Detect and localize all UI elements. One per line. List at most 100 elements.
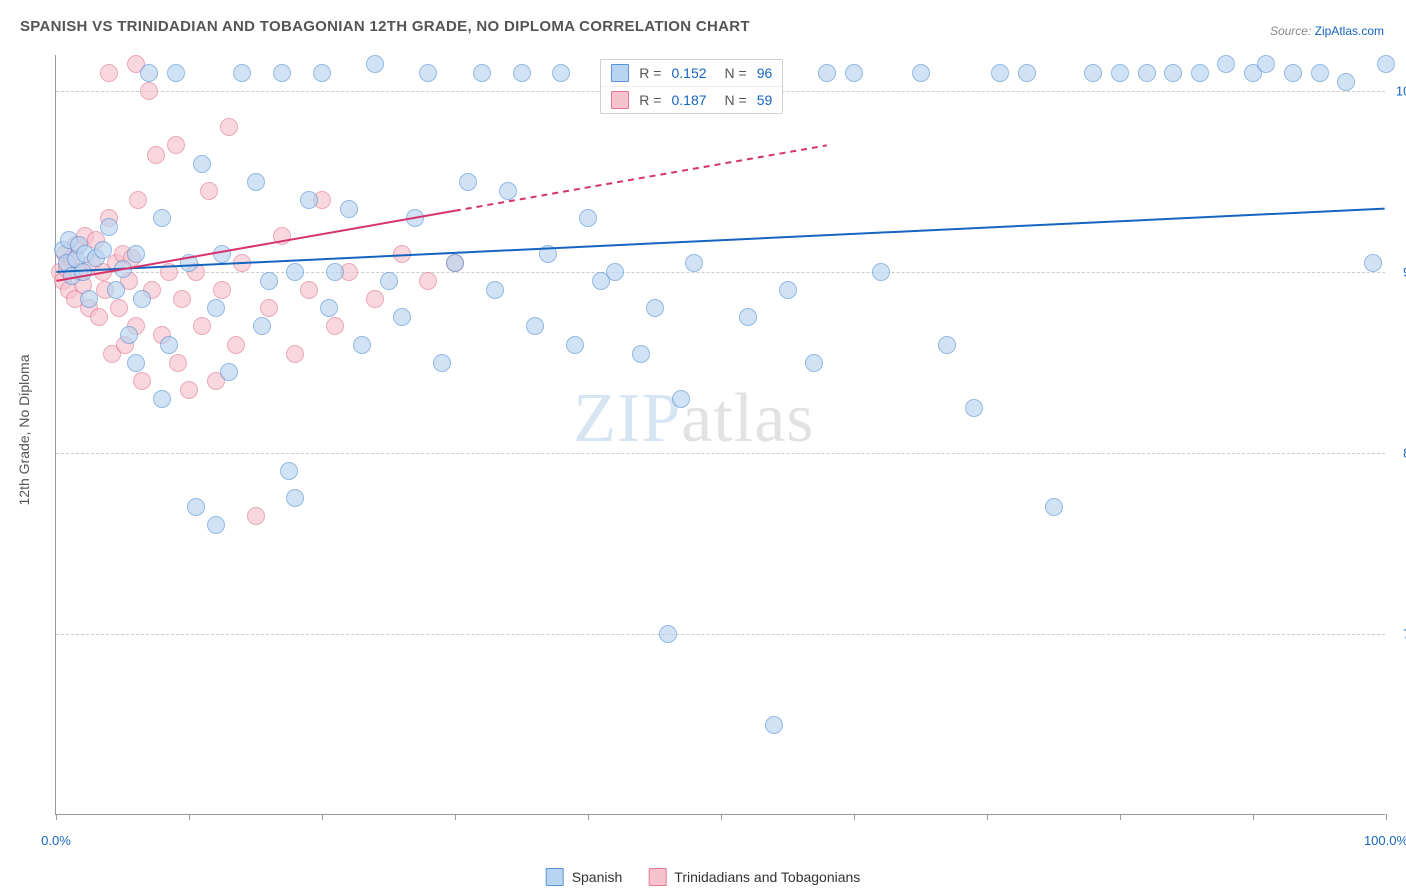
legend-row: R =0.187N =59	[601, 86, 782, 113]
source-attribution: Source: ZipAtlas.com	[1270, 24, 1384, 38]
data-point	[433, 354, 451, 372]
data-point	[459, 173, 477, 191]
data-point	[486, 281, 504, 299]
data-point	[685, 254, 703, 272]
data-point	[419, 64, 437, 82]
data-point	[739, 308, 757, 326]
data-point	[313, 64, 331, 82]
data-point	[446, 254, 464, 272]
data-point	[193, 317, 211, 335]
gridline-h	[56, 634, 1385, 635]
correlation-legend: R =0.152N =96R =0.187N =59	[600, 59, 783, 114]
data-point	[419, 272, 437, 290]
data-point	[167, 136, 185, 154]
data-point	[779, 281, 797, 299]
data-point	[227, 336, 245, 354]
data-point	[579, 209, 597, 227]
data-point	[173, 290, 191, 308]
legend-n-label: N =	[725, 65, 747, 81]
data-point	[147, 146, 165, 164]
data-point	[1045, 498, 1063, 516]
regression-lines	[56, 55, 1385, 814]
chart-title: SPANISH VS TRINIDADIAN AND TOBAGONIAN 12…	[20, 18, 750, 35]
data-point	[200, 182, 218, 200]
data-point	[213, 245, 231, 263]
data-point	[260, 299, 278, 317]
data-point	[94, 241, 112, 259]
data-point	[140, 64, 158, 82]
data-point	[233, 254, 251, 272]
legend-row: R =0.152N =96	[601, 60, 782, 86]
data-point	[90, 308, 108, 326]
watermark: ZIPatlas	[573, 379, 814, 459]
y-tick-label: 70.0%	[1392, 627, 1406, 642]
data-point	[526, 317, 544, 335]
legend-swatch	[611, 64, 629, 82]
data-point	[539, 245, 557, 263]
data-point	[74, 263, 92, 281]
data-point	[180, 254, 198, 272]
data-point	[280, 462, 298, 480]
data-point	[213, 281, 231, 299]
data-point	[220, 363, 238, 381]
data-point	[140, 82, 158, 100]
data-point	[153, 390, 171, 408]
x-tick	[987, 814, 988, 820]
data-point	[80, 290, 98, 308]
data-point	[646, 299, 664, 317]
legend-swatch	[648, 868, 666, 886]
data-point	[114, 260, 132, 278]
data-point	[938, 336, 956, 354]
legend-swatch	[546, 868, 564, 886]
y-tick-label: 90.0%	[1392, 265, 1406, 280]
data-point	[1311, 64, 1329, 82]
watermark-atlas: atlas	[681, 380, 814, 457]
data-point	[340, 200, 358, 218]
data-point	[818, 64, 836, 82]
gridline-h	[56, 453, 1385, 454]
legend-n-label: N =	[725, 92, 747, 108]
source-label: Source:	[1270, 24, 1311, 38]
source-value: ZipAtlas.com	[1315, 24, 1384, 38]
data-point	[320, 299, 338, 317]
data-point	[393, 245, 411, 263]
data-point	[180, 381, 198, 399]
data-point	[133, 372, 151, 390]
data-point	[1084, 64, 1102, 82]
data-point	[300, 191, 318, 209]
data-point	[207, 516, 225, 534]
data-point	[273, 64, 291, 82]
x-tick	[189, 814, 190, 820]
data-point	[366, 55, 384, 73]
data-point	[1377, 55, 1395, 73]
scatter-chart: ZIPatlas 70.0%80.0%90.0%100.0%0.0%100.0%	[55, 55, 1385, 815]
data-point	[220, 118, 238, 136]
legend-item: Trinidadians and Tobagonians	[648, 868, 860, 886]
data-point	[187, 498, 205, 516]
x-tick	[56, 814, 57, 820]
x-tick	[588, 814, 589, 820]
data-point	[606, 263, 624, 281]
data-point	[353, 336, 371, 354]
data-point	[965, 399, 983, 417]
x-tick	[455, 814, 456, 820]
data-point	[393, 308, 411, 326]
data-point	[253, 317, 271, 335]
data-point	[805, 354, 823, 372]
data-point	[1138, 64, 1156, 82]
data-point	[110, 299, 128, 317]
watermark-zip: ZIP	[573, 380, 681, 457]
legend-n-value: 96	[757, 65, 773, 81]
data-point	[1257, 55, 1275, 73]
data-point	[513, 64, 531, 82]
data-point	[127, 354, 145, 372]
data-point	[1217, 55, 1235, 73]
data-point	[632, 345, 650, 363]
data-point	[326, 317, 344, 335]
x-tick	[721, 814, 722, 820]
data-point	[845, 64, 863, 82]
legend-r-label: R =	[639, 65, 661, 81]
legend-swatch	[611, 91, 629, 109]
data-point	[1191, 64, 1209, 82]
data-point	[912, 64, 930, 82]
